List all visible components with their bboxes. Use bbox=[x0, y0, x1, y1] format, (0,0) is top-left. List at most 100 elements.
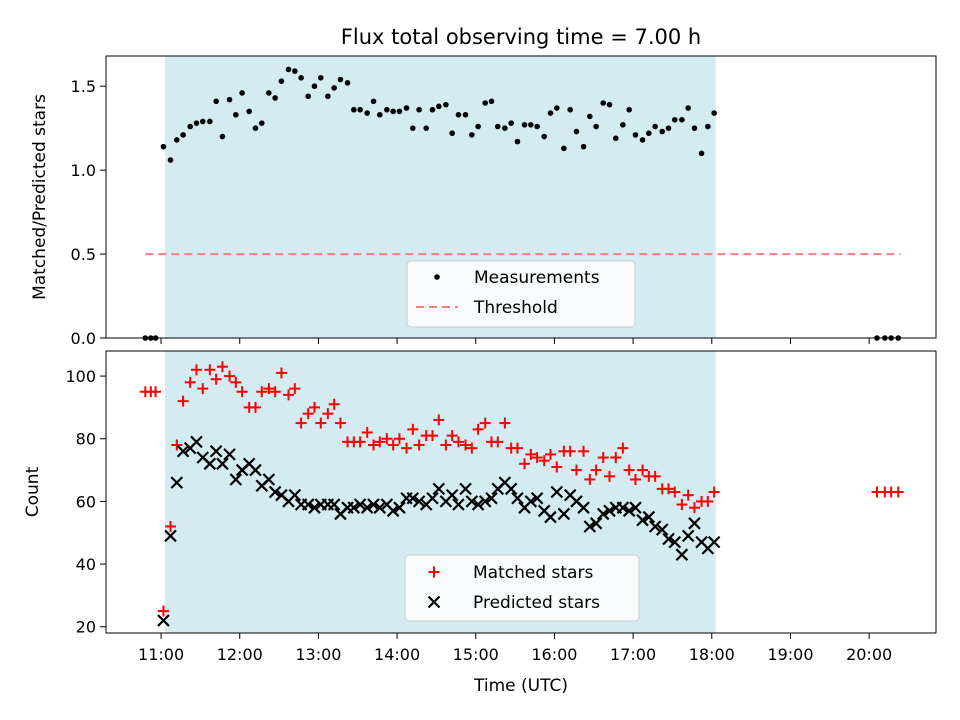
predicted-point bbox=[681, 529, 695, 543]
matched-point bbox=[617, 442, 629, 454]
matched-point bbox=[393, 433, 405, 445]
measurement-point bbox=[199, 118, 206, 125]
legend-plus bbox=[428, 566, 440, 578]
measurement-point bbox=[443, 101, 449, 108]
matched-point bbox=[623, 464, 635, 476]
predicted-point bbox=[327, 498, 341, 511]
matched-point bbox=[597, 452, 609, 464]
predicted-point bbox=[577, 501, 590, 514]
measurement-point bbox=[698, 150, 705, 157]
matched-point bbox=[197, 383, 209, 395]
legend-measurements-marker bbox=[434, 274, 440, 280]
predicted-point bbox=[648, 520, 662, 533]
bottom-panel: 20 40 60 80 100 11:00 12:00 13:00 14:00 15:00 16:… bbox=[23, 350, 937, 696]
measurement-point bbox=[207, 118, 213, 125]
measurement-point bbox=[593, 123, 599, 130]
measurement-point bbox=[665, 125, 672, 131]
matched-point bbox=[545, 448, 557, 460]
predicted-point bbox=[373, 501, 387, 514]
measurement-point bbox=[193, 120, 200, 126]
measurement-point bbox=[435, 103, 442, 110]
predicted-point bbox=[249, 463, 262, 477]
matched-point bbox=[708, 486, 720, 498]
legend-measurements-label: Measurements bbox=[474, 268, 600, 288]
matched-point bbox=[367, 439, 379, 451]
x-tick-label: 13:00 bbox=[295, 645, 341, 664]
measurement-point bbox=[174, 137, 180, 143]
matched-point bbox=[669, 486, 681, 498]
matched-point bbox=[637, 464, 649, 476]
measurement-point bbox=[226, 96, 233, 103]
predicted-point bbox=[616, 501, 630, 514]
predicted-point bbox=[353, 498, 367, 511]
matched-point bbox=[334, 417, 346, 429]
matched-point bbox=[165, 520, 177, 532]
measurement-point bbox=[482, 100, 489, 106]
matched-point bbox=[492, 436, 504, 448]
y-tick-label: 100 bbox=[65, 367, 96, 386]
measurement-point bbox=[410, 125, 416, 131]
legend-cross bbox=[427, 595, 441, 609]
matched-point bbox=[401, 442, 413, 454]
measurement-point bbox=[239, 90, 245, 96]
predicted-point bbox=[190, 435, 203, 449]
measurement-point bbox=[541, 133, 548, 140]
measurement-point bbox=[711, 110, 717, 116]
matched-point bbox=[315, 417, 327, 429]
x-tick-label: 20:00 bbox=[846, 645, 892, 664]
measurement-point bbox=[508, 120, 514, 126]
measurement-point bbox=[646, 130, 652, 137]
matched-point bbox=[374, 436, 386, 448]
matched-point bbox=[263, 383, 275, 395]
predicted-point bbox=[544, 510, 557, 524]
measurement-point bbox=[685, 105, 691, 111]
measurement-point bbox=[331, 85, 337, 91]
predicted-point bbox=[170, 476, 184, 489]
matched-point bbox=[302, 408, 314, 420]
top-x-ticks bbox=[160, 338, 870, 344]
matched-point bbox=[479, 417, 491, 429]
measurement-point bbox=[488, 98, 495, 105]
matched-point bbox=[578, 445, 590, 457]
y-tick-label: 80 bbox=[76, 430, 96, 449]
matched-point bbox=[472, 423, 484, 435]
bottom-legend: Matched stars Predicted stars bbox=[404, 554, 640, 622]
matched-point bbox=[407, 423, 419, 435]
measurement-point bbox=[317, 75, 324, 81]
predicted-point bbox=[301, 498, 315, 511]
measurement-point bbox=[652, 123, 658, 130]
measurement-point bbox=[252, 125, 259, 131]
measurement-point bbox=[580, 143, 587, 150]
matched-point bbox=[466, 442, 478, 454]
predicted-point bbox=[426, 491, 439, 505]
predicted-point bbox=[268, 485, 282, 499]
measurement-point bbox=[600, 100, 607, 106]
predicted-point bbox=[530, 491, 544, 505]
x-tick-label: 12:00 bbox=[217, 645, 263, 664]
y-tick-label: 0.0 bbox=[71, 329, 96, 348]
measurement-point bbox=[403, 105, 410, 111]
matched-point bbox=[538, 455, 550, 467]
measurement-point bbox=[311, 83, 318, 90]
top-axes-frame bbox=[105, 55, 937, 339]
y-tick-label: 40 bbox=[76, 555, 96, 574]
matched-point bbox=[177, 395, 189, 407]
matched-point bbox=[204, 364, 216, 376]
matched-point bbox=[308, 401, 320, 413]
predicted-point bbox=[412, 495, 426, 508]
measurement-point bbox=[272, 95, 278, 101]
measurement-point bbox=[528, 122, 534, 128]
matched-point bbox=[604, 470, 616, 482]
legend-predicted-marker bbox=[427, 595, 441, 609]
legend-threshold-label: Threshold bbox=[473, 298, 558, 318]
predicted-point bbox=[655, 523, 669, 536]
bottom-x-axis: 11:00 12:00 13:00 14:00 15:00 16:00 17:00 18:00… bbox=[138, 633, 892, 664]
bottom-y-axis-label: Count bbox=[23, 466, 43, 517]
measurement-point bbox=[364, 110, 370, 116]
matched-point bbox=[216, 361, 228, 373]
measurement-point bbox=[547, 110, 554, 116]
matched-point bbox=[361, 426, 373, 438]
predicted-point bbox=[642, 510, 656, 524]
matched-point bbox=[663, 483, 675, 495]
y-tick-label: 60 bbox=[76, 492, 96, 511]
